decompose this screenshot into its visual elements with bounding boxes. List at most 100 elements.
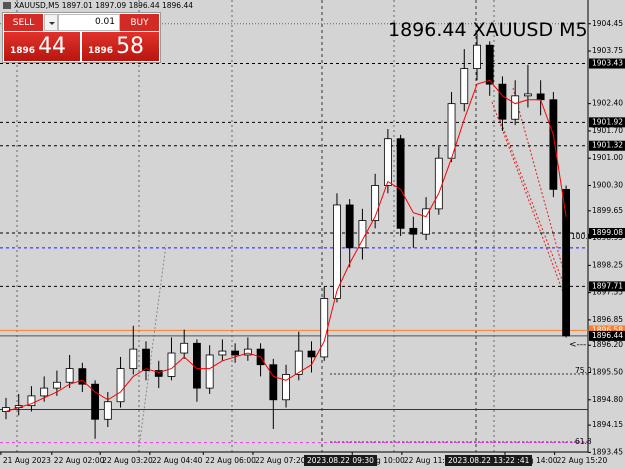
y-tick-label: 1898.25 bbox=[592, 260, 623, 269]
crosshair-time: 2023.08.22 13:22 :41 bbox=[445, 455, 533, 466]
y-tick-label: 1894.15 bbox=[592, 420, 623, 429]
candle-body bbox=[473, 44, 481, 69]
fib-label: 61.8 bbox=[575, 437, 592, 446]
candle-body bbox=[27, 395, 36, 407]
candle-body bbox=[269, 364, 278, 401]
fib-label: 75.0 bbox=[575, 366, 592, 375]
lot-input[interactable]: 0.01 bbox=[58, 14, 120, 31]
arrow-label: <--- bbox=[569, 340, 587, 350]
y-tick-label: 1900.30 bbox=[592, 180, 623, 189]
y-tick-label: 1894.80 bbox=[592, 395, 623, 404]
y-tick-label: 1893.45 bbox=[592, 447, 623, 456]
trend-line bbox=[139, 244, 167, 441]
order-tag bbox=[589, 325, 625, 336]
candle-body bbox=[243, 348, 252, 356]
candle-body bbox=[371, 185, 380, 221]
ask-small: 58 bbox=[116, 34, 145, 59]
price-tag-label: 1897.71 bbox=[592, 281, 623, 290]
candle-body bbox=[218, 350, 227, 356]
y-tick-label: 1902.40 bbox=[592, 99, 623, 108]
candle-body bbox=[396, 138, 405, 229]
candle-body bbox=[562, 188, 571, 337]
candle-body bbox=[549, 99, 558, 190]
y-tick-label: 1895.50 bbox=[592, 368, 623, 377]
lot-dropdown[interactable] bbox=[44, 14, 58, 31]
bid-big: 1896 bbox=[10, 46, 36, 56]
y-tick-label: 1897.55 bbox=[592, 288, 623, 297]
candle-body bbox=[434, 157, 443, 210]
candle-body bbox=[282, 374, 290, 401]
candle-body bbox=[40, 387, 49, 397]
candle-body bbox=[103, 401, 112, 420]
symbol-info: XAUUSD,M5 1897.01 1897.09 1896.44 1896.4… bbox=[14, 1, 194, 10]
bid-small: 44 bbox=[38, 34, 67, 59]
candle-body bbox=[485, 44, 494, 85]
candle-body bbox=[345, 204, 354, 249]
price-tag-label: 1901.92 bbox=[592, 117, 623, 126]
price-tag bbox=[589, 281, 625, 292]
decoration bbox=[0, 0, 589, 453]
price-tag-label: 1901.32 bbox=[592, 141, 623, 150]
x-tick-label: 22 Aug 06:00 bbox=[205, 456, 256, 465]
price-tag bbox=[589, 140, 625, 151]
y-tick-label: 1899.65 bbox=[592, 206, 623, 215]
candle-body bbox=[294, 350, 303, 375]
candle-body bbox=[511, 95, 520, 120]
fib-line bbox=[512, 87, 567, 281]
y-tick-label: 1903.75 bbox=[592, 46, 623, 55]
fib-label: 100.0 bbox=[571, 232, 593, 241]
price-tag bbox=[589, 117, 625, 128]
candle-body bbox=[383, 138, 392, 186]
candle-body bbox=[180, 342, 189, 354]
ask-big: 1896 bbox=[88, 46, 114, 56]
chart-title: 1896.44 XAUUSD M5 bbox=[388, 19, 588, 41]
bid-tag bbox=[589, 330, 625, 341]
candle-body bbox=[65, 368, 74, 383]
bid-tag-label: 1896.44 bbox=[592, 331, 623, 340]
moving-average bbox=[5, 79, 567, 412]
candle-body bbox=[154, 370, 163, 377]
candle-body bbox=[53, 381, 61, 389]
candle-body bbox=[116, 368, 125, 403]
x-tick-label: 22 Aug 04:40 bbox=[152, 456, 203, 465]
candle-body bbox=[498, 83, 507, 120]
candle-body bbox=[142, 348, 150, 371]
y-tick-label: 1901.00 bbox=[592, 153, 623, 162]
y-tick-label: 1904.45 bbox=[592, 19, 623, 28]
buy-button[interactable]: BUY bbox=[120, 14, 159, 31]
candle-body bbox=[524, 93, 532, 97]
candle-body bbox=[460, 68, 469, 105]
x-tick-label: 21 Aug 2023 bbox=[3, 456, 51, 465]
candle-body bbox=[320, 298, 329, 358]
x-tick-label: 22 Aug 07:20 bbox=[255, 456, 306, 465]
price-tag-label: 1903.43 bbox=[592, 59, 623, 68]
one-click-trading: SELL 0.01 BUY 1896 44 1896 58 bbox=[2, 12, 161, 63]
x-tick-label: 22 Aug 03:20 bbox=[102, 456, 153, 465]
y-tick-label: 1896.20 bbox=[592, 340, 623, 349]
price-tag bbox=[589, 228, 625, 239]
symbol-header: XAUUSD,M5 1897.01 1897.09 1896.44 1896.4… bbox=[3, 1, 193, 10]
candle-body bbox=[422, 208, 430, 235]
sell-button[interactable]: SELL bbox=[4, 14, 43, 31]
candle-body bbox=[205, 354, 214, 389]
price-tag-label: 1899.08 bbox=[592, 228, 623, 237]
candle-body bbox=[91, 383, 99, 420]
price-tag bbox=[589, 58, 625, 69]
x-tick-label: 22 Aug 11:20 bbox=[404, 456, 455, 465]
crosshair-time: 2023.08.22 09:30 bbox=[304, 455, 377, 466]
candle-body bbox=[129, 348, 138, 370]
candle-body bbox=[307, 350, 316, 358]
candle-body bbox=[167, 352, 176, 377]
order-tag-label: 1896.58 bbox=[592, 325, 623, 334]
candle-body bbox=[78, 368, 87, 385]
x-tick-label: 22 Aug 02:00 bbox=[54, 456, 105, 465]
candle-body bbox=[333, 204, 341, 299]
candle-body bbox=[536, 93, 545, 101]
candle-body bbox=[409, 227, 418, 235]
y-tick-label: 1896.85 bbox=[592, 315, 623, 324]
x-tick-label: 22 Aug 10:00 bbox=[354, 456, 405, 465]
sell-price[interactable]: 1896 44 bbox=[4, 32, 80, 61]
y-tick-label: 1901.70 bbox=[592, 126, 623, 135]
buy-price[interactable]: 1896 58 bbox=[82, 32, 159, 61]
